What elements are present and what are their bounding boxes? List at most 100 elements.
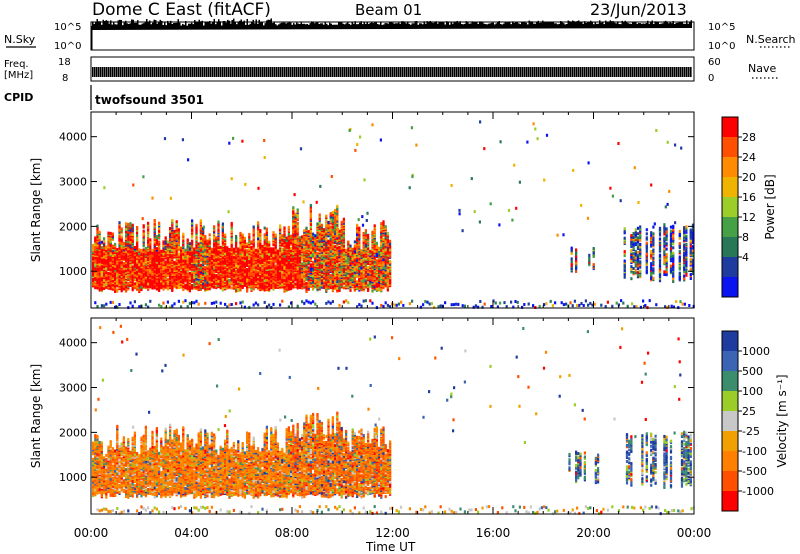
range-cell <box>268 252 271 256</box>
nsky-bar <box>402 21 404 29</box>
range-cell <box>147 221 150 225</box>
nsky-bar <box>408 23 410 29</box>
range-cell <box>136 234 139 237</box>
range-cell <box>191 219 194 223</box>
nsky-bar <box>411 23 413 29</box>
range-cell <box>305 281 308 285</box>
range-cell <box>290 234 293 238</box>
nsky-bar <box>170 20 172 30</box>
range-cell <box>283 239 286 243</box>
range-cell <box>98 238 101 242</box>
nsky-bar <box>98 21 100 30</box>
nsky-bar <box>344 24 346 30</box>
range-cell <box>199 234 202 238</box>
nsky-bar <box>360 21 362 30</box>
freq-bar <box>448 67 450 77</box>
freq-bar <box>510 67 512 77</box>
nsky-bar <box>543 21 545 29</box>
range-cell <box>100 260 103 264</box>
range-cell <box>243 236 246 240</box>
range-cell <box>323 228 326 232</box>
nsky-bar <box>422 24 424 29</box>
range-cell <box>298 277 301 281</box>
nsky-bar <box>333 24 335 30</box>
freq-bar <box>474 67 476 77</box>
freq-bar <box>254 67 256 77</box>
range-cell <box>263 240 266 244</box>
range-cell <box>285 258 288 261</box>
freq-bar <box>342 67 344 77</box>
freq-bar <box>552 67 554 77</box>
range-cell <box>327 220 330 224</box>
freq-bar <box>128 67 130 77</box>
nsky-bar <box>653 23 655 29</box>
freq-bar <box>212 67 214 77</box>
freq-bar <box>678 67 680 77</box>
range-cell <box>129 244 132 248</box>
range-cell <box>105 283 108 287</box>
freq-bar <box>298 67 300 77</box>
nsky-bar <box>447 21 449 29</box>
nsky-bar <box>524 21 526 29</box>
nsky-bar <box>545 22 547 29</box>
nsky-bar <box>668 23 670 29</box>
range-cell <box>193 282 196 286</box>
nsky-bar <box>473 21 475 29</box>
range-cell <box>314 246 317 250</box>
nsky-bar <box>368 23 370 30</box>
nsky-bar <box>522 22 524 29</box>
range-cell <box>221 280 224 284</box>
nsky-trace <box>91 18 692 50</box>
freq-bar <box>264 67 266 77</box>
range-cell <box>188 266 191 270</box>
freq-label: Freq. <box>4 59 29 70</box>
range-cell <box>142 264 145 268</box>
freq-bar <box>540 67 542 77</box>
freq-bar <box>430 67 432 77</box>
range-cell <box>107 255 110 259</box>
nave-label: Nave <box>748 62 776 75</box>
range-cell <box>250 278 253 282</box>
range-cell <box>210 278 213 282</box>
range-cell <box>136 252 139 256</box>
range-cell <box>98 280 101 284</box>
range-cell <box>182 255 185 259</box>
freq-bar <box>492 67 494 77</box>
freq-bar <box>208 67 210 77</box>
nsky-bar <box>354 21 356 30</box>
range-cell <box>186 250 189 254</box>
freq-bar <box>604 67 606 77</box>
range-cell <box>331 219 334 223</box>
nsky-bar <box>222 21 224 30</box>
nsky-bar <box>417 24 419 29</box>
freq-bar <box>668 67 670 77</box>
nsky-bar <box>438 21 440 29</box>
range-cell <box>270 266 273 270</box>
nsky-bar <box>107 20 109 30</box>
range-cell <box>120 255 123 259</box>
power-heatmap <box>92 120 695 310</box>
range-cell <box>252 248 255 252</box>
freq-bar <box>610 67 612 77</box>
range-cell <box>263 262 266 266</box>
freq-bar <box>468 67 470 77</box>
freq-bar <box>236 67 238 77</box>
range-cell <box>118 265 121 269</box>
range-cell <box>96 250 99 254</box>
nsky-bar <box>678 22 680 29</box>
freq-bar <box>670 67 672 77</box>
freq-bar <box>292 67 294 77</box>
nsky-bar <box>149 20 151 30</box>
freq-bar <box>132 67 134 77</box>
freq-bar <box>476 67 478 77</box>
range-cell <box>118 275 121 278</box>
range-cell <box>323 265 326 269</box>
nsky-bar <box>464 23 466 29</box>
range-cell <box>228 257 231 261</box>
range-cell <box>279 276 282 280</box>
range-cell <box>224 233 227 237</box>
nsky-bar <box>240 19 242 30</box>
freq-bar <box>504 67 506 77</box>
nsky-bar <box>450 22 452 29</box>
range-cell <box>204 261 207 265</box>
